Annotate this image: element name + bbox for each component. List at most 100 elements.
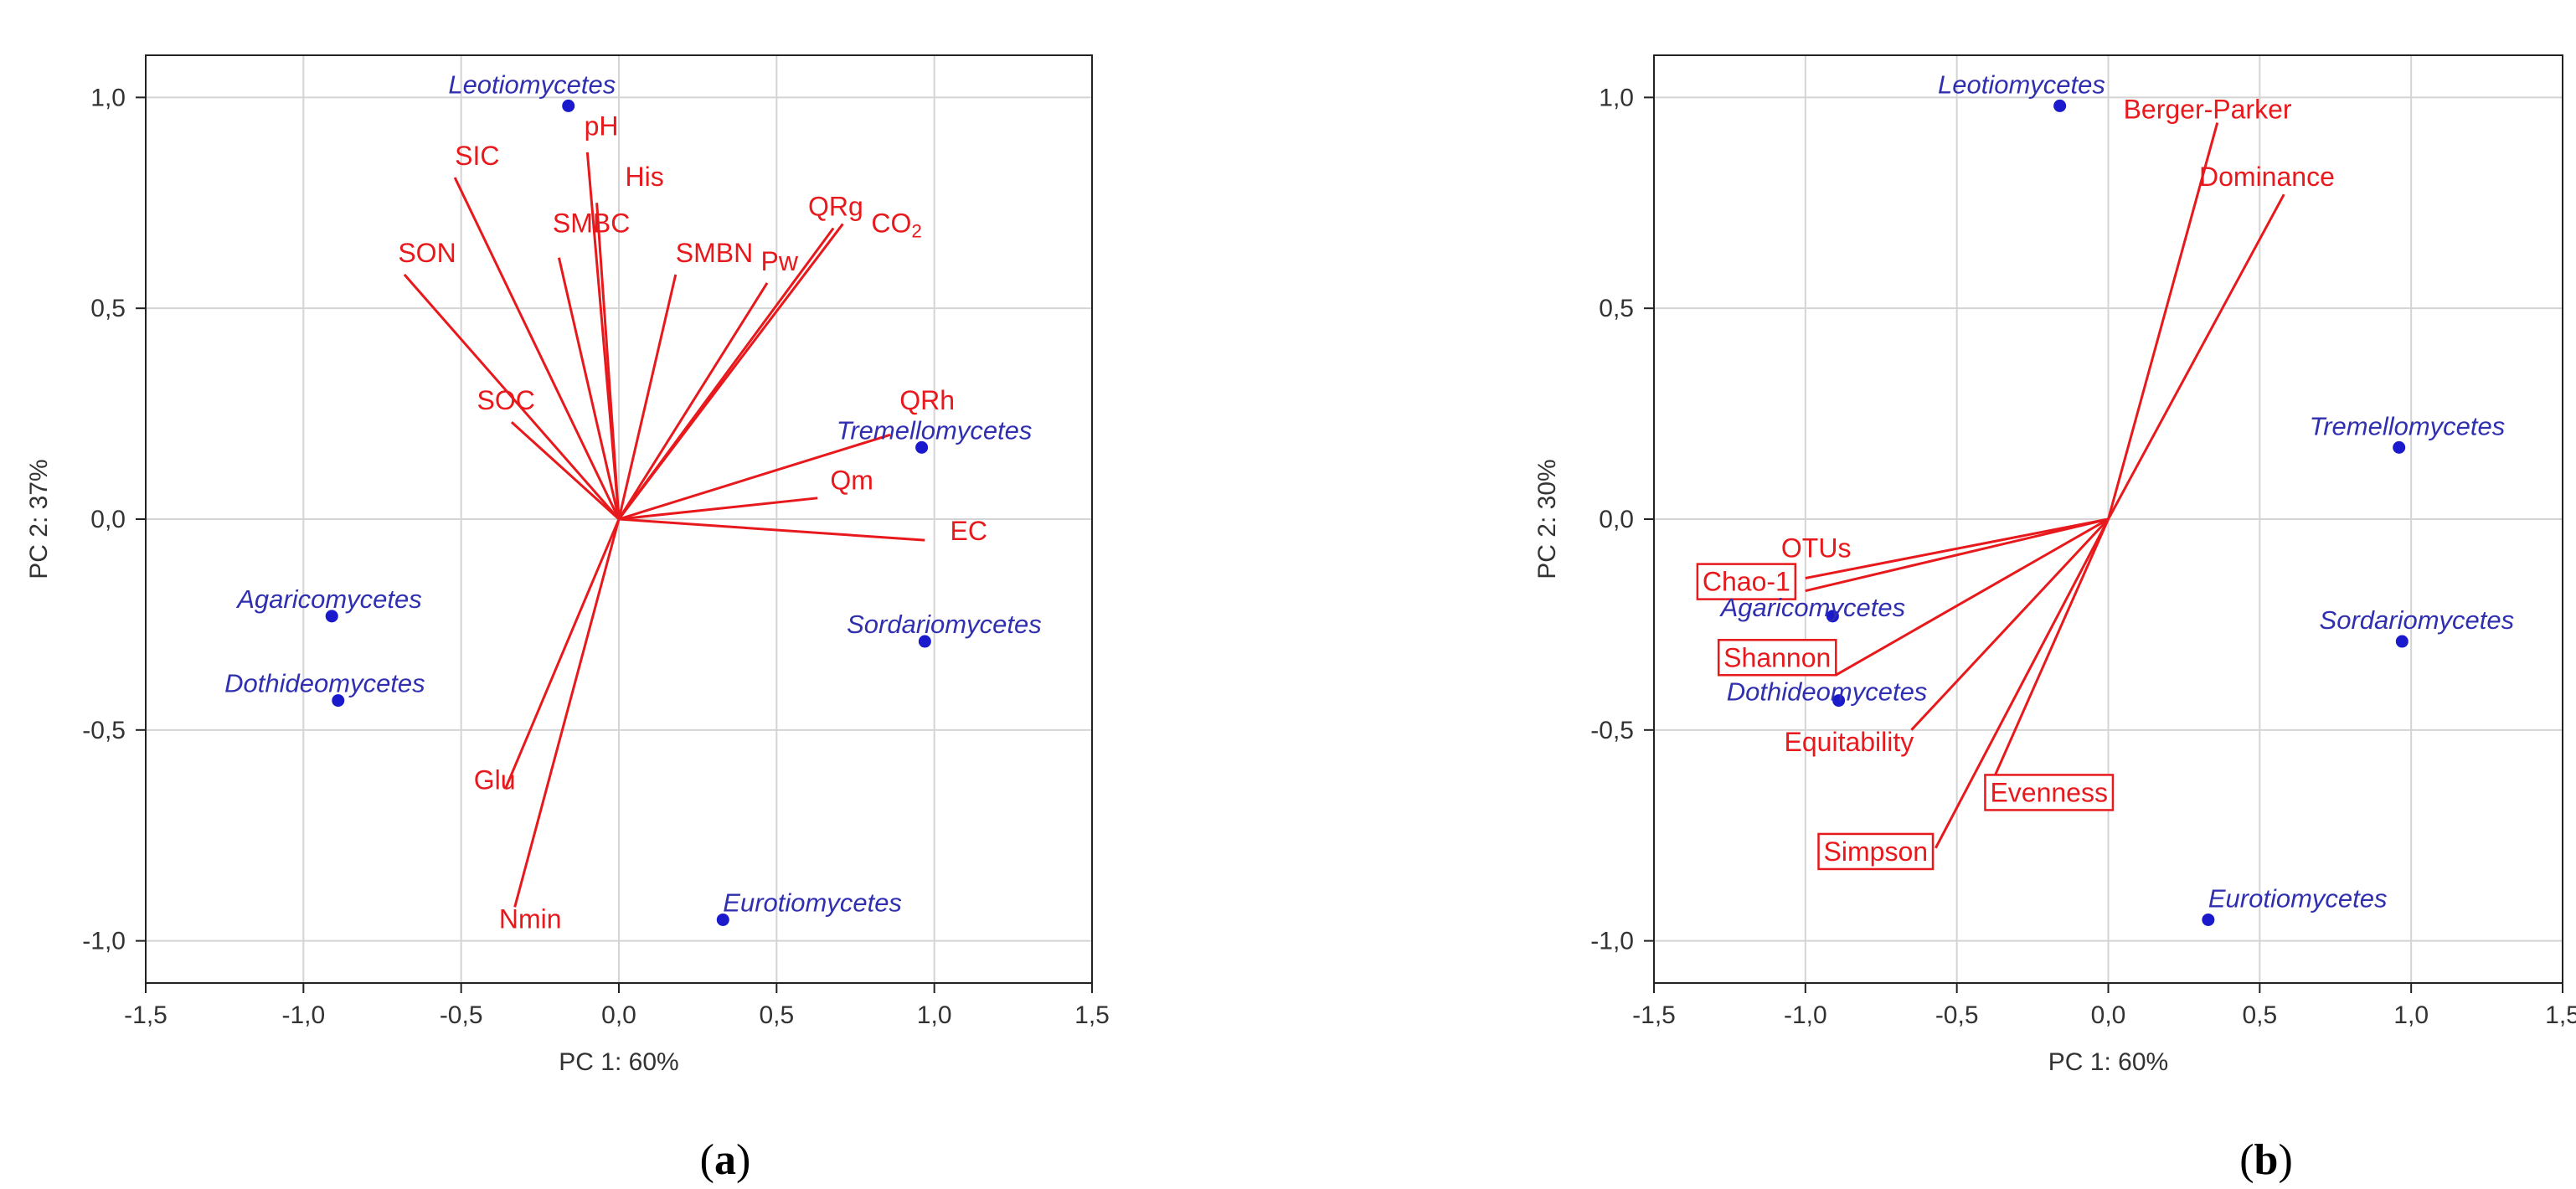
chart-a-vector-label: His xyxy=(626,162,664,192)
chart-a-vector-qm xyxy=(618,497,818,521)
chart-a-vector-label: SON xyxy=(398,238,456,268)
chart-a-point-sordariomycetes xyxy=(918,635,931,648)
chart-a-point-dothideomycetes xyxy=(332,694,345,708)
chart-b-vector-label: Chao-1 xyxy=(1703,567,1790,597)
chart-a-vector-qrh xyxy=(618,433,891,521)
chart-b-vector-otus xyxy=(1805,517,2109,579)
chart-a-y-axis-title: PC 2: 37% xyxy=(25,459,53,579)
chart-b-x-tick-label: 0,5 xyxy=(2242,1001,2277,1029)
chart-a-point-label: Dothideomycetes xyxy=(224,668,425,697)
chart-panel-b: -1,5 -1,0 -0,5 0,0 0,5 1,0 1,5 -1,0 -0,5 0,0 0,5 1,… xyxy=(1533,54,2576,1184)
chart-b-vector-label-box xyxy=(1717,639,1837,677)
chart-a-y-tick-label: 0,5 xyxy=(90,295,126,322)
chart-a-panel-caption: (a) xyxy=(700,1136,751,1184)
chart-a-point-tremellomycetes xyxy=(915,440,929,454)
chart-a-x-axis-title: PC 1: 60% xyxy=(559,1048,678,1076)
chart-a-vector-label: SMBC xyxy=(553,208,630,239)
chart-a-x-tick-label: -1,0 xyxy=(281,1001,325,1029)
chart-a-vector-ec xyxy=(618,517,925,542)
chart-b-x-tick-label: 0,0 xyxy=(2091,1001,2126,1029)
chart-a-x-tick-label: -1,5 xyxy=(124,1001,167,1029)
chart-b-vector-label: Equitability xyxy=(1785,727,1914,757)
chart-a-x-tick-label: 1,0 xyxy=(917,1001,952,1029)
chart-a-vector-label: EC xyxy=(951,516,987,546)
chart-a-vector-pw xyxy=(617,282,769,520)
chart-b-vector-label-box xyxy=(1817,832,1935,871)
chart-b-point-label: Eurotiomycetes xyxy=(2208,883,2388,913)
chart-b-x-tick-label: 1,0 xyxy=(2393,1001,2429,1029)
chart-b-point-sordariomycetes xyxy=(2395,635,2409,648)
chart-a-y-tick-label: -0,5 xyxy=(82,717,126,744)
chart-a-vector-label: Nmin xyxy=(499,904,562,934)
chart-b-vector-label-box xyxy=(1984,774,2115,811)
chart-b-y-axis-title: PC 2: 30% xyxy=(1533,459,1561,579)
chart-a-vector-smbc xyxy=(557,257,621,520)
chart-a-vector-label: SOC xyxy=(477,385,535,415)
chart-b-vector-evenness xyxy=(1986,518,2110,794)
chart-a-point-leotiomycetes xyxy=(562,99,575,112)
chart-b-point-label: Leotiomycetes xyxy=(1938,69,2105,99)
chart-b-vector-berger-parker xyxy=(2107,122,2219,520)
chart-b-y-tick-label: -1,0 xyxy=(1590,928,1634,955)
chart-a-x-tick-label: 0,0 xyxy=(601,1001,636,1029)
chart-a-vector-label: Pw xyxy=(761,246,799,276)
chart-b-vector-label-box xyxy=(1696,563,1797,600)
chart-b-vector-label: Berger-Parker xyxy=(2124,95,2292,125)
chart-a-point-label: Tremellomycetes xyxy=(837,415,1033,445)
chart-b-vector-shannon xyxy=(1835,517,2110,677)
chart-b-x-tick-label: 1,5 xyxy=(2545,1001,2576,1029)
chart-a-point-label: Agaricomycetes xyxy=(235,584,422,614)
chart-a-point-agaricomycetes xyxy=(325,610,338,623)
chart-a-point-eurotiomycetes xyxy=(716,913,729,926)
chart-a-vector-label: QRh xyxy=(899,385,955,415)
chart-a-vector-his xyxy=(595,203,621,520)
chart-b-vector-label: OTUs xyxy=(1781,533,1852,563)
chart-a-vector-nmin xyxy=(513,518,621,908)
chart-a-vector-son xyxy=(403,273,621,520)
chart-b-panel-caption: (b) xyxy=(2239,1136,2293,1184)
chart-b-y-tick-label: 1,0 xyxy=(1599,84,1634,111)
chart-b-y-tick-label: 0,5 xyxy=(1599,295,1634,322)
chart-a-vector-co2 xyxy=(617,223,844,520)
chart-b-vector-equitability xyxy=(1910,517,2110,731)
chart-b-vector-chao-1 xyxy=(1805,517,2109,593)
chart-a-vector-sic xyxy=(453,177,621,520)
chart-a-vector-label: QRg xyxy=(808,191,863,221)
chart-a-x-tick-label: -0,5 xyxy=(440,1001,483,1029)
chart-b-point-label: Sordariomycetes xyxy=(2320,605,2515,635)
chart-b-vector-dominance xyxy=(2107,193,2285,520)
chart-a-x-tick-label: 1,5 xyxy=(1074,1001,1110,1029)
chart-a-point-label: Sordariomycetes xyxy=(847,610,1042,639)
chart-b-x-tick-label: -1,0 xyxy=(1784,1001,1827,1029)
chart-a-vector-label: SIC xyxy=(455,141,499,171)
chart-a-vector-glu xyxy=(504,518,621,790)
chart-b-vector-label: Simpson xyxy=(1824,836,1929,867)
chart-b-vector-label: Dominance xyxy=(2199,162,2335,192)
chart-b-vector-label: Evenness xyxy=(1990,777,2108,807)
chart-b-point-agaricomycetes xyxy=(1826,610,1839,623)
chart-panel-a: -1,5 -1,0 -0,5 0,0 0,5 1,0 1,5 -1,0 -0,5 0,0 0,5 1,… xyxy=(25,54,1110,1184)
chart-b-x-tick-label: -0,5 xyxy=(1935,1001,1979,1029)
chart-a-vector-label: pH xyxy=(585,111,619,142)
chart-a-y-tick-label: 0,0 xyxy=(90,506,126,533)
chart-a-y-tick-label: 1,0 xyxy=(90,84,126,111)
chart-a-vector-soc xyxy=(510,421,621,521)
chart-b-vector-label: Shannon xyxy=(1723,642,1831,672)
chart-b-point-tremellomycetes xyxy=(2393,440,2406,454)
chart-b-x-tick-label: -1,5 xyxy=(1632,1001,1676,1029)
chart-b-vector-simpson xyxy=(1935,518,2110,849)
chart-b-point-leotiomycetes xyxy=(2053,99,2067,112)
chart-b-point-label: Dothideomycetes xyxy=(1727,677,1928,707)
chart-a-point-label: Leotiomycetes xyxy=(448,69,616,99)
chart-b-point-label: Tremellomycetes xyxy=(2310,411,2506,440)
chart-a-x-tick-label: 0,5 xyxy=(759,1001,794,1029)
chart-b-y-tick-label: 0,0 xyxy=(1599,506,1634,533)
chart-a-vector-smbn xyxy=(617,274,677,520)
chart-b-point-eurotiomycetes xyxy=(2202,913,2215,926)
chart-b-x-axis-title: PC 1: 60% xyxy=(2048,1048,2168,1076)
chart-a-y-tick-label: -1,0 xyxy=(82,928,126,955)
chart-b-point-dothideomycetes xyxy=(1832,694,1846,708)
chart-a-point-label: Eurotiomycetes xyxy=(723,888,902,917)
chart-b-y-tick-label: -0,5 xyxy=(1590,717,1634,744)
